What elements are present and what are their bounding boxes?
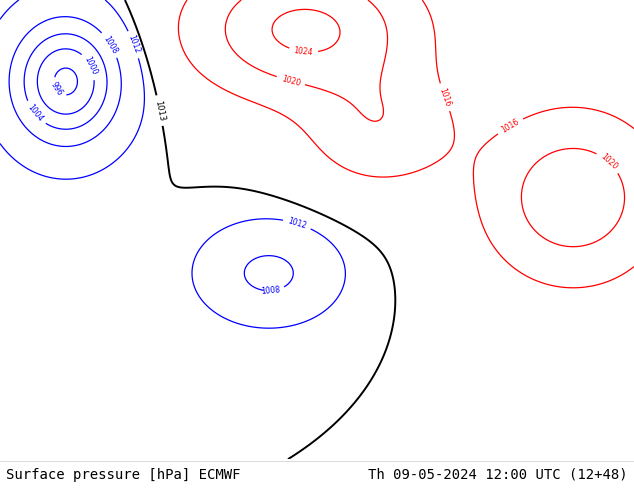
Text: 996: 996 <box>49 80 64 98</box>
Text: 1020: 1020 <box>598 152 619 172</box>
Text: 1008: 1008 <box>101 34 119 55</box>
Text: 1004: 1004 <box>25 103 44 124</box>
Text: 1012: 1012 <box>287 217 307 231</box>
Text: 1016: 1016 <box>437 87 452 108</box>
Text: Th 09-05-2024 12:00 UTC (12+48): Th 09-05-2024 12:00 UTC (12+48) <box>368 467 628 482</box>
Text: 1020: 1020 <box>280 74 301 88</box>
Text: Surface pressure [hPa] ECMWF: Surface pressure [hPa] ECMWF <box>6 467 241 482</box>
Text: 1016: 1016 <box>500 117 521 135</box>
Text: 1000: 1000 <box>82 55 99 77</box>
Text: 1008: 1008 <box>260 285 280 296</box>
Text: 1012: 1012 <box>126 34 141 55</box>
Text: 1013: 1013 <box>153 99 166 122</box>
Text: 1024: 1024 <box>294 46 314 57</box>
